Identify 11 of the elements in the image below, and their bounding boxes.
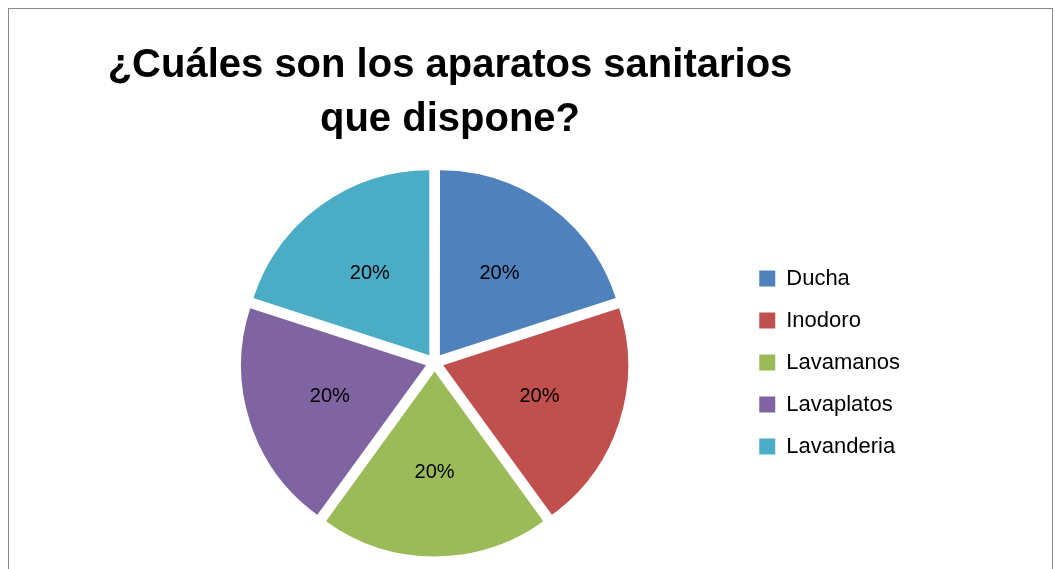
chart-title: ¿Cuáles son los aparatos sanitarios que dispone? — [106, 40, 794, 141]
legend-label: Lavaplatos — [786, 390, 893, 416]
legend-label: Inodoro — [786, 306, 861, 332]
legend-label: Ducha — [786, 264, 851, 290]
data-label: 20% — [349, 260, 391, 283]
data-label: 20% — [479, 260, 520, 283]
legend-label: Lavanderia — [786, 432, 896, 458]
data-label: 20% — [309, 384, 351, 407]
data-label: 20% — [519, 384, 560, 407]
data-label: 20% — [414, 460, 455, 483]
legend-label: Lavamanos — [786, 348, 901, 374]
